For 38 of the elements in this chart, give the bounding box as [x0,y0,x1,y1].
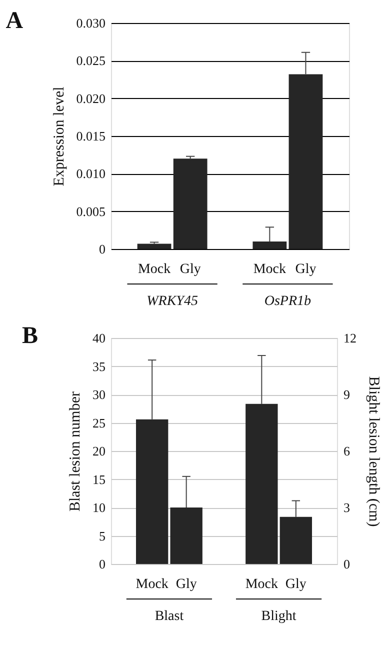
x-tick-label: Mock [136,577,168,592]
y-tick-label: 0.010 [76,166,106,182]
y-tick-label: 10 [92,500,106,515]
y2-tick-label: 0 [344,556,350,572]
text: Blight [261,609,296,624]
chart-title: B [22,323,38,349]
y2-tick-label: 9 [344,387,350,402]
chart-title: A [6,8,24,34]
y-tick-label: 20 [92,444,106,458]
y-tick-label: 0 [99,556,106,572]
y-axis-title: Blast lesion number [68,392,84,512]
y-tick-label: 35 [92,358,106,374]
y-tick-label: 40 [92,330,106,346]
y2-axis-title: Blight lesion length (cm) [366,376,382,527]
y-tick-label: 25 [92,415,106,430]
y2-tick-label: 6 [344,444,350,458]
y-tick-label: 0.025 [76,53,106,68]
x-tick-label: Gly [295,262,316,277]
x-tick-label: Mock [138,262,171,277]
y-tick-label: 0.030 [76,16,106,30]
x-tick-label: Mock [245,577,278,592]
y-tick-label: 0.015 [76,128,106,144]
y-tick-label: 30 [92,387,106,402]
y-tick-label: 0 [99,242,106,256]
y-tick-label: 5 [99,528,106,544]
y-tick-label: 15 [92,472,106,487]
x-tick-label: Gly [176,577,197,592]
text: Blast [154,609,184,624]
x-tick-label: Gly [180,262,201,277]
y2-tick-label: 3 [344,500,350,515]
y2-tick-label: 12 [344,330,356,346]
text: WRKY45 [146,294,198,309]
text: OsPR1b [264,294,312,309]
y-tick-label: 0.020 [76,90,106,106]
x-tick-label: Gly [285,577,306,592]
y-axis-title: Expression level [51,86,68,186]
x-tick-label: Mock [253,262,286,277]
y-tick-label: 0.005 [76,204,106,219]
